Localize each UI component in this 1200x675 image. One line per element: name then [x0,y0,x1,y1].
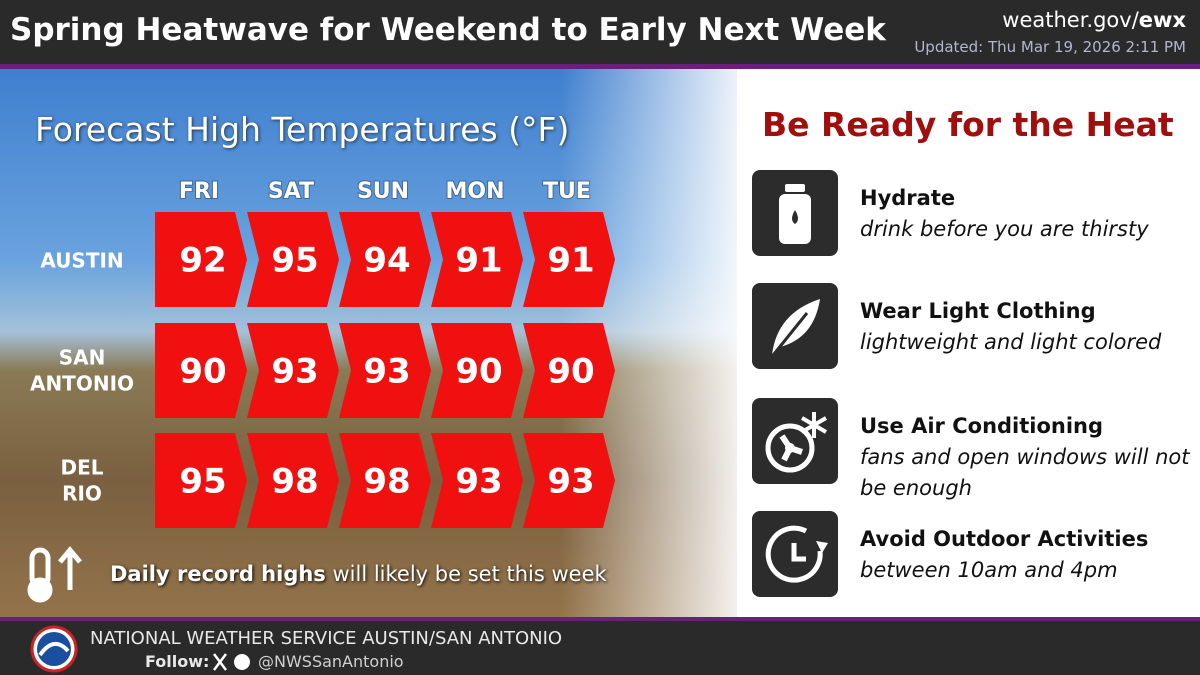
tip-icon [752,170,838,256]
city-label: DEL RIO [60,456,103,506]
note-bold: Daily record highs [110,562,326,586]
temp-chevron [247,323,339,418]
temp-value: 95 [271,241,318,281]
title: Spring Heatwave for Weekend to Early Nex… [10,12,886,48]
org-name: NATIONAL WEATHER SERVICE AUSTIN/SAN ANTO… [90,628,563,649]
temp-chevron [247,433,339,528]
tip-icon [752,511,838,597]
updated: Updated: Thu Mar 19, 2026 2:11 PM [914,38,1186,56]
tip-title: Use Air Conditioning [860,414,1104,438]
tip-title: Avoid Outdoor Activities [860,527,1149,551]
temp-value: 93 [363,352,410,392]
tip-text: fans and open windows will not be enough [860,445,1190,500]
temp-chevron [155,323,247,418]
city-label: SAN ANTONIO [30,346,134,396]
city-word: RIO [62,482,102,506]
temp-value: 90 [547,352,594,392]
tip-icon [752,283,838,369]
forecast-title: Forecast High Temperatures (°F) [35,110,570,149]
temp-chevron [431,433,523,528]
tip-title: Hydrate [860,186,956,210]
tips-title: Be Ready for the Heat [762,105,1174,144]
site-prefix: weather.gov/ [1002,8,1139,32]
temp-value: 91 [455,241,502,281]
temp-chevron [523,212,615,307]
thermometer-icon [27,546,82,603]
tip-title: Wear Light Clothing [860,299,1096,323]
note-rest: will likely be set this week [325,562,607,586]
follow-label: Follow: [145,652,210,671]
city-word: ANTONIO [30,372,134,396]
temp-value: 93 [455,462,502,502]
temp-chevron [247,212,339,307]
record-note: Daily record highs will likely be set th… [110,562,607,586]
site-office: ewx [1138,8,1186,32]
social-icons [213,653,250,671]
forecast-grid: FRI SAT SUN MON TUE AUSTIN 92 95 94 91 91 SAN ANTONI… [27,178,615,603]
temp-chevron [431,323,523,418]
day-label: MON [445,179,504,204]
temp-value: 90 [179,352,226,392]
day-label: SUN [357,179,409,204]
nws-logo [30,625,78,673]
footer-bar [0,617,1200,675]
tip-text: between 10am and 4pm [860,558,1118,582]
temp-value: 95 [179,462,226,502]
day-label: TUE [543,179,591,204]
tip-icon [752,398,838,484]
tip-text: lightweight and light colored [860,330,1162,354]
temp-value: 92 [179,241,226,281]
site-link[interactable]: weather.gov/ewx [1002,8,1186,32]
temp-chevron [155,212,247,307]
temp-chevron [339,433,431,528]
city-word: SAN [59,346,106,370]
header-bar [0,0,1200,69]
temp-value: 98 [271,462,318,502]
temp-value: 93 [271,352,318,392]
tip-icon-art [765,525,828,583]
temp-chevron [339,323,431,418]
city-label: AUSTIN [40,249,123,273]
temp-value: 90 [455,352,502,392]
temp-chevron [339,212,431,307]
temp-chevron [523,323,615,418]
tip-icon-art [779,184,811,244]
temp-value: 98 [363,462,410,502]
tip-icon-art [768,299,820,360]
day-label: SAT [268,179,314,204]
temp-chevron [523,433,615,528]
tip-icon-art [765,412,828,473]
temp-value: 91 [547,241,594,281]
day-label: FRI [179,179,219,204]
temp-value: 94 [363,241,410,281]
temp-chevron [155,433,247,528]
city-word: DEL [60,456,103,480]
temp-value: 93 [547,462,594,502]
social-handle[interactable]: @NWSSanAntonio [258,652,404,671]
tip-text: drink before you are thirsty [860,217,1149,241]
temp-chevron [431,212,523,307]
